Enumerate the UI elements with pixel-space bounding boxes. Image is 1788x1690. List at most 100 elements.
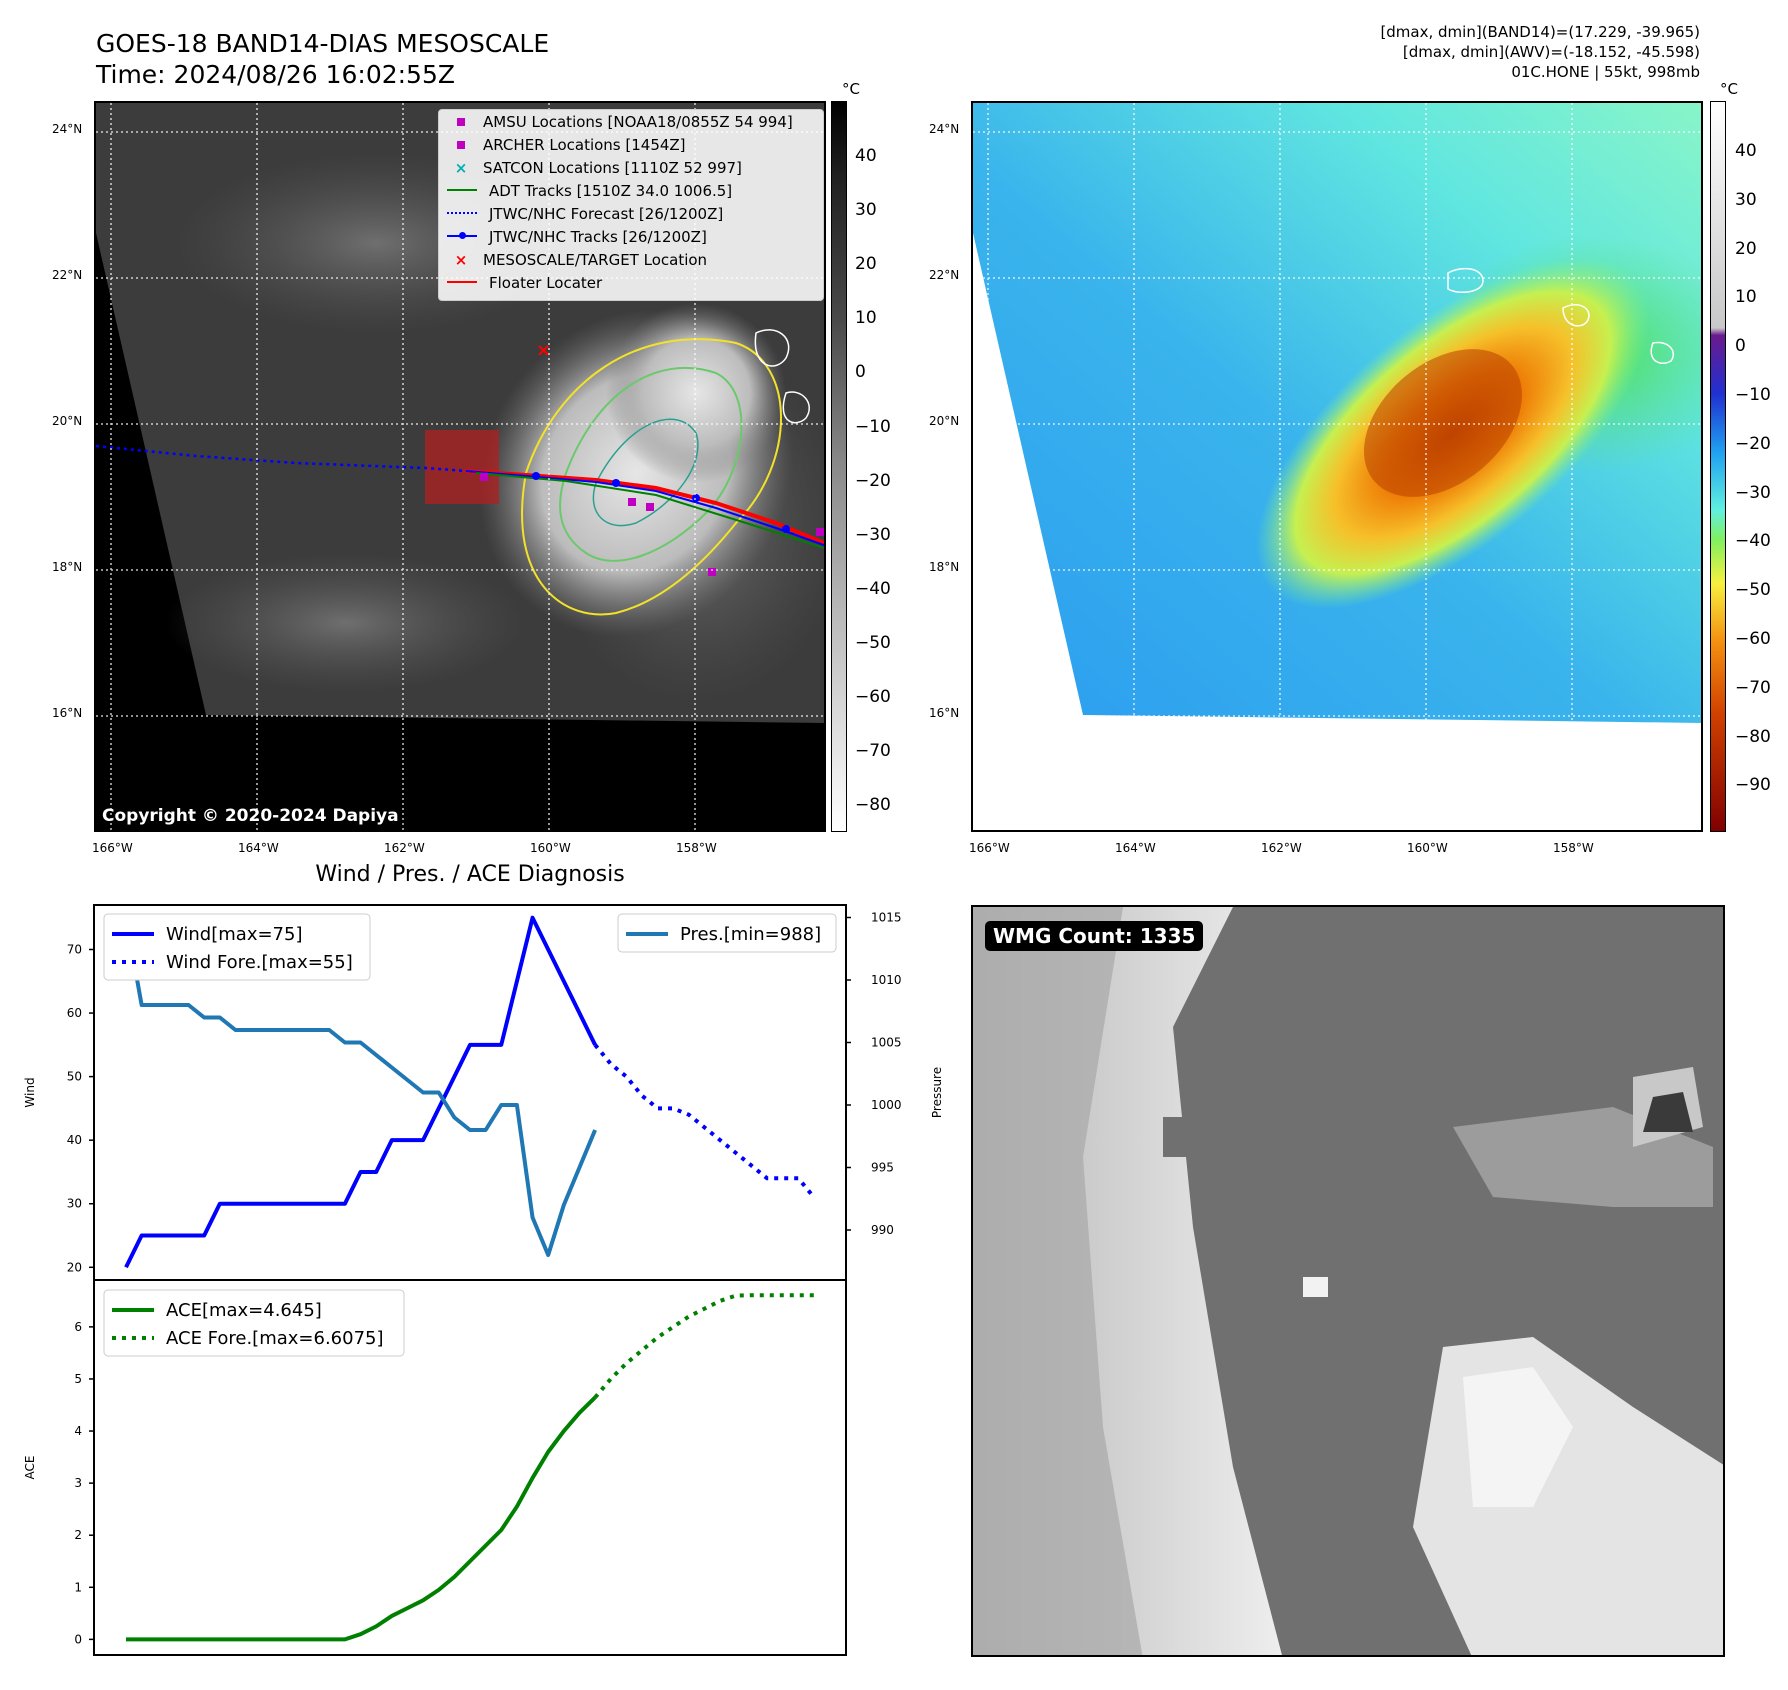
copyright-label: Copyright © 2020-2024 Dapiya [102, 806, 399, 826]
grayscale-colorbar [831, 101, 847, 832]
y-tick-label: 0 [74, 1632, 82, 1646]
legend-label: Wind[max=75] [166, 924, 303, 945]
y-right-tick-label: 1000 [871, 1098, 902, 1112]
y-right-tick-label: 990 [871, 1223, 894, 1237]
dotted-line-icon [447, 212, 477, 214]
lon-label: 160°W [1407, 841, 1448, 855]
legend-label: Wind Fore.[max=55] [166, 952, 353, 973]
legend-forecast: JTWC/NHC Forecast [26/1200Z] [447, 205, 723, 223]
colorbar-tick-label: −90 [1735, 775, 1771, 796]
y-axis-label: ACE [23, 1456, 37, 1480]
legend-archer: ARCHER Locations [1454Z] [447, 136, 686, 154]
y-tick-label: 20 [67, 1260, 82, 1274]
title-line-2: Time: 2024/08/26 16:02:55Z [96, 60, 455, 89]
line-dot-icon [447, 232, 477, 239]
lat-label: 18°N [929, 560, 960, 574]
colorbar-tick-label: 10 [855, 308, 877, 329]
y-tick-label: 3 [74, 1476, 82, 1490]
colorbar-unit: °C [1720, 80, 1738, 98]
lon-label: 162°W [1261, 841, 1302, 855]
y-right-tick-label: 1005 [871, 1036, 902, 1050]
colorbar-tick-label: −70 [855, 741, 891, 762]
y-tick-label: 4 [74, 1424, 82, 1438]
lon-label: 160°W [530, 841, 571, 855]
y-axis-label: Wind [23, 1077, 37, 1107]
colorbar-tick-label: −50 [855, 632, 891, 653]
lat-label: 24°N [929, 122, 960, 136]
lat-label: 22°N [929, 268, 960, 282]
lon-label: 166°W [92, 841, 133, 855]
y-tick-label: 1 [74, 1580, 82, 1594]
legend-label: ACE Fore.[max=6.6075] [166, 1328, 384, 1349]
colorbar-tick-label: −60 [855, 687, 891, 707]
info-line-2: [dmax, dmin](AWV)=(-18.152, -45.598) [1402, 43, 1700, 61]
y-tick-label: 5 [74, 1372, 82, 1386]
y-right-tick-label: 1010 [871, 973, 902, 987]
legend-amsu: AMSU Locations [NOAA18/0855Z 54 994] [447, 113, 793, 131]
colorbar-tick-label: −30 [1735, 482, 1771, 503]
colorbar-tick-label: −40 [1735, 531, 1771, 552]
series-line [124, 917, 597, 1257]
lon-label: 158°W [1553, 841, 1594, 855]
series-line [593, 1293, 814, 1399]
colorbar-tick-label: −30 [855, 524, 891, 545]
lat-label: 16°N [52, 706, 83, 720]
map-legend: AMSU Locations [NOAA18/0855Z 54 994] ARC… [438, 109, 824, 301]
band14-map-panel: × Copyright © 2020-2024 Dapiya AMSU Loca… [94, 101, 826, 832]
colorbar-unit: °C [842, 80, 860, 98]
colorbar-tick-label: −60 [1735, 629, 1771, 649]
series-line [124, 915, 597, 1269]
lat-label: 24°N [52, 122, 83, 136]
series-line [126, 1396, 597, 1642]
colorbar-tick-label: −10 [1735, 385, 1771, 405]
series-line [593, 1043, 816, 1199]
legend-label: Pres.[min=988] [680, 924, 821, 945]
y-tick-label: 2 [74, 1528, 82, 1542]
legend-tracks: JTWC/NHC Tracks [26/1200Z] [447, 228, 707, 246]
lon-label: 164°W [238, 841, 279, 855]
lon-label: 162°W [384, 841, 425, 855]
dmax-info: [dmax, dmin](BAND14)=(17.229, -39.965) [… [1100, 22, 1700, 82]
diagnosis-title: Wind / Pres. / ACE Diagnosis [315, 862, 625, 887]
colorbar-tick-label: −40 [855, 578, 891, 599]
y-tick-label: 50 [67, 1070, 82, 1084]
line-marker-icon [447, 281, 477, 283]
chart-legend [103, 1289, 405, 1357]
colorbar-tick-label: −20 [1735, 433, 1771, 454]
colorbar-tick-label: 0 [855, 362, 866, 383]
diagnosis-chart: 203040506070Wind9909951000100510101015Pr… [23, 904, 944, 1656]
lon-label: 164°W [1115, 841, 1156, 855]
lat-label: 18°N [52, 560, 83, 574]
lat-label: 20°N [929, 414, 960, 428]
square-marker-icon [457, 118, 465, 126]
colorbar-tick-label: −80 [1735, 726, 1771, 747]
info-line-1: [dmax, dmin](BAND14)=(17.229, -39.965) [1380, 23, 1700, 41]
info-line-3: 01C.HONE | 55kt, 998mb [1511, 63, 1700, 81]
wmg-imagery [973, 907, 1723, 1655]
awv-imagery [973, 103, 1701, 830]
colorbar-tick-label: 30 [1735, 189, 1757, 210]
colorbar-tick-label: −50 [1735, 580, 1771, 601]
colorbar-tick-label: 0 [1735, 336, 1746, 357]
wind-pressure-chart: 20 30 40 50 60 70 Wind 990 995 1000 1005 1010 1015 Pr… [23, 904, 944, 1281]
y-tick-label: 70 [67, 942, 82, 956]
y-tick-label: 40 [67, 1133, 82, 1147]
x-marker-icon: × [454, 159, 468, 177]
y-tick-label: 60 [67, 1006, 82, 1020]
colorbar-tick-label: 10 [1735, 287, 1757, 308]
colorbar-tick-label: 40 [855, 146, 877, 166]
chart-legend [103, 913, 371, 981]
legend-floater: Floater Locater [447, 274, 602, 292]
page-title: GOES-18 BAND14-DIAS MESOSCALE Time: 2024… [96, 28, 549, 90]
colorbar-tick-label: −20 [855, 470, 891, 491]
ace-chart: 0 1 2 3 4 5 6 ACE ACE[max=4.645] ACE Fore.[max=6.… [23, 1279, 847, 1656]
lat-label: 20°N [52, 414, 83, 428]
colorbar-tick-label: −80 [855, 795, 891, 816]
wmg-panel: WMG Count: 1335 [971, 905, 1725, 1657]
y-right-tick-label: 1015 [871, 911, 902, 925]
colorbar-tick-label: 40 [1735, 141, 1757, 161]
y-tick-label: 30 [67, 1197, 82, 1211]
title-line-1: GOES-18 BAND14-DIAS MESOSCALE [96, 29, 550, 58]
x-marker-icon: × [454, 251, 468, 269]
colorbar-tick-label: 30 [855, 200, 877, 221]
